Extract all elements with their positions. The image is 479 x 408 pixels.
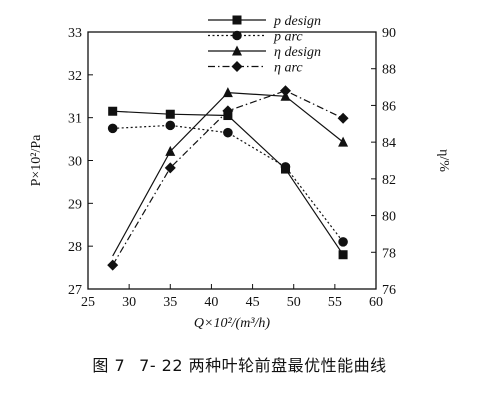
series-point-3 (337, 112, 349, 124)
series-point-3 (164, 162, 176, 174)
legend-label-0: p design (273, 14, 321, 29)
x-tick-label: 25 (81, 295, 95, 310)
y-left-tick-label: 27 (68, 283, 82, 298)
y-left-tick-label: 32 (68, 69, 82, 84)
x-tick-label: 55 (328, 295, 342, 310)
figure-caption: 图 7 7- 22 两种叶轮前盘最优性能曲线 (0, 352, 479, 376)
y-right-tick-label: 90 (382, 26, 396, 41)
y-right-axis-label: η/% (436, 149, 451, 172)
x-axis-label: Q×10²/(m³/h) (194, 316, 271, 331)
y-left-tick-label: 30 (68, 155, 82, 170)
x-tick-label: 30 (122, 295, 136, 310)
plot-frame (87, 31, 377, 290)
series-point-3 (279, 85, 291, 97)
legend-marker-3 (231, 61, 243, 72)
series-point-1 (107, 123, 118, 134)
y-right-tick-label: 86 (382, 99, 396, 114)
figure-caption-text: 7- 22 两种叶轮前盘最优性能曲线 (139, 356, 387, 375)
legend-marker-2 (232, 45, 242, 56)
x-tick-label: 40 (204, 295, 218, 310)
y-right-tick-label: 80 (382, 210, 396, 225)
series-line-1 (112, 124, 344, 243)
legend-marker-0 (232, 15, 242, 25)
x-tick-label: 45 (246, 295, 260, 310)
y-left-tick-label: 28 (68, 240, 82, 255)
series-point-3 (222, 105, 234, 117)
y-left-tick-label: 33 (68, 26, 82, 41)
y-right-tick-label: 82 (382, 173, 396, 188)
y-right-tick-label: 84 (382, 136, 396, 151)
series-point-1 (338, 237, 348, 247)
legend-label-3: η arc (274, 61, 303, 76)
series-point-2 (222, 87, 233, 98)
series-point-0 (338, 250, 348, 260)
y-right-tick-label: 88 (382, 63, 396, 78)
y-left-axis-label: P×10²/Pa (29, 134, 44, 187)
legend-marker-1 (232, 30, 242, 41)
x-tick-label: 35 (163, 295, 177, 310)
series-point-1 (165, 120, 176, 131)
y-left-tick-label: 29 (68, 197, 82, 212)
x-tick-label: 50 (287, 295, 301, 310)
y-left-tick-label: 31 (68, 112, 82, 127)
series-point-3 (107, 259, 119, 271)
legend-label-1: p arc (273, 30, 303, 45)
legend-label-2: η design (274, 45, 321, 60)
series-point-1 (223, 127, 233, 138)
x-tick-label: 60 (369, 295, 383, 310)
series-point-2 (338, 136, 349, 147)
y-right-tick-label: 78 (382, 246, 396, 261)
series-point-2 (165, 145, 176, 156)
series-point-1 (280, 162, 291, 172)
series-point-0 (108, 106, 118, 116)
figure-number: 图 7 (92, 356, 126, 375)
series-point-0 (165, 109, 175, 119)
performance-chart: 25 30 35 40 45 50 55 60 27 28 29 30 31 32 33 76 78 80 82 84… (29, 14, 451, 331)
y-right-tick-label: 76 (382, 283, 396, 298)
